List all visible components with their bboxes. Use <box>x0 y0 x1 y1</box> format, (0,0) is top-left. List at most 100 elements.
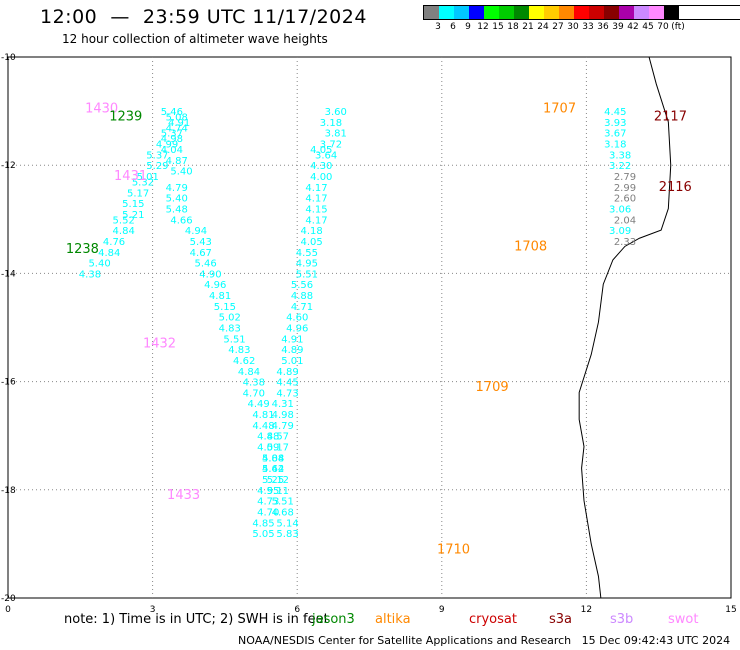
pass-time-label: 2116 <box>659 180 692 195</box>
colorbar-label: 6 <box>450 22 456 32</box>
footer-note: note: 1) Time is in UTC; 2) SWH is in fe… <box>64 612 329 627</box>
wave-height-label: 3.18 <box>320 118 342 129</box>
colorbar-label: 3 <box>435 22 441 32</box>
wave-height-label: 5.42 <box>262 464 284 475</box>
wave-height-label: 5.48 <box>166 204 188 215</box>
colorbar-swatch <box>424 6 439 19</box>
wave-height-label: 4.49 <box>248 399 270 410</box>
wave-height-label: 4.76 <box>103 237 125 248</box>
wave-height-label: 4.79 <box>166 183 188 194</box>
legend-item-altika: altika <box>375 612 411 627</box>
wave-height-label: 5.51 <box>296 269 318 280</box>
pass-time-label: 2117 <box>654 110 687 125</box>
wave-height-label: 2.33 <box>614 237 636 248</box>
pass-time-label: 1433 <box>167 488 200 503</box>
wave-height-label: 5.29 <box>146 161 168 172</box>
wave-height-label: 4.98 <box>272 410 294 421</box>
map-subtitle: 12 hour collection of altimeter wave hei… <box>62 32 328 46</box>
wave-height-label: 4.17 <box>305 183 327 194</box>
wave-height-label: 4.79 <box>272 421 294 432</box>
wave-height-label: 4.70 <box>243 388 265 399</box>
x-tick-label: 3 <box>150 605 156 615</box>
wave-height-label: 4.84 <box>98 248 120 259</box>
pass-time-label: 1707 <box>543 101 576 116</box>
wave-height-label: 4.89 <box>276 367 298 378</box>
colorbar-label: (ft) <box>671 22 685 32</box>
wave-height-label: 4.95 <box>296 259 318 270</box>
wave-height-label: 4.91 <box>168 118 190 129</box>
colorbar-label: 24 <box>537 22 549 32</box>
wave-height-label: 4.81 <box>209 291 231 302</box>
wave-height-label: 4.74 <box>166 123 188 134</box>
wave-height-label: 4.95 <box>257 486 279 497</box>
wave-height-label: 4.88 <box>291 291 313 302</box>
y-tick-label: -18 <box>1 486 16 496</box>
colorbar-label: 21 <box>522 22 534 32</box>
wave-height-label: 3.06 <box>609 204 631 215</box>
wave-height-label: 4.96 <box>286 324 308 335</box>
wave-height-label: 4.73 <box>276 388 298 399</box>
colorbar-label: 30 <box>567 22 579 32</box>
y-tick-label: -20 <box>1 594 16 604</box>
colorbar-swatch <box>649 6 664 19</box>
wave-height-label: 4.64 <box>262 464 284 475</box>
wave-height-label: 4.89 <box>281 345 303 356</box>
wave-height-label: 4.85 <box>252 518 274 529</box>
colorbar-swatch <box>499 6 514 19</box>
coastline <box>578 56 672 599</box>
y-tick-label: -16 <box>1 378 16 388</box>
wave-height-label: 5.37 <box>161 129 183 140</box>
wave-height-label: 3.09 <box>609 226 631 237</box>
pass-time-label: 1238 <box>66 242 99 257</box>
wave-height-label: 5.40 <box>170 167 192 178</box>
wave-height-label: 4.45 <box>604 107 626 118</box>
wave-height-label: 4.57 <box>267 432 289 443</box>
wave-height-label: 5.25 <box>262 475 284 486</box>
pass-time-label: 1431 <box>114 169 147 184</box>
wave-height-label: 4.05 <box>310 145 332 156</box>
x-tick-label: 0 <box>5 605 11 615</box>
colorbar-label: 15 <box>492 22 504 32</box>
colorbar-swatch <box>574 6 589 19</box>
wave-height-label: 3.22 <box>609 161 631 172</box>
colorbar-label: 18 <box>507 22 519 32</box>
wave-height-label: 4.17 <box>305 215 327 226</box>
colorbar-labels: 3 6 9 12 15 18 21 24 27 30 33 36 39 42 45 70 (ft) <box>423 20 740 34</box>
wave-height-label: 5.12 <box>267 475 289 486</box>
wave-height-label: 4.83 <box>219 324 241 335</box>
colorbar-label: 9 <box>465 22 471 32</box>
pass-time-label: 1432 <box>143 337 176 352</box>
wave-height-label: 5.21 <box>122 210 144 221</box>
pass-time-label: 1710 <box>437 542 470 557</box>
colorbar-swatch <box>454 6 469 19</box>
pass-time-label: 1708 <box>514 239 547 254</box>
wave-height-label: 4.94 <box>185 226 207 237</box>
wave-height-label: 5.14 <box>276 518 298 529</box>
wave-height-label: 4.70 <box>257 507 279 518</box>
wave-height-label: 4.38 <box>243 378 265 389</box>
wave-height-label: 4.71 <box>291 302 313 313</box>
wave-height-label: 5.08 <box>166 113 188 124</box>
wave-height-label: 5.46 <box>194 259 216 270</box>
wave-height-label: 5.52 <box>113 215 135 226</box>
colorbar-swatch <box>439 6 454 19</box>
wave-height-label: 5.11 <box>267 486 289 497</box>
wave-height-label: 5.15 <box>214 302 236 313</box>
wave-height-label: 5.40 <box>88 259 110 270</box>
y-tick-label: -10 <box>1 53 16 63</box>
x-tick-label: 12 <box>581 605 592 615</box>
wave-height-label: 4.66 <box>170 215 192 226</box>
colorbar-label: 12 <box>477 22 489 32</box>
colorbar-swatch <box>634 6 649 19</box>
x-tick-label: 6 <box>294 605 300 615</box>
legend-item-jason3: jason3 <box>312 612 355 627</box>
wave-height-label: 4.88 <box>257 432 279 443</box>
wave-height-label: 4.00 <box>310 172 332 183</box>
wave-height-label: 4.09 <box>257 443 279 454</box>
y-tick-label: -12 <box>1 161 16 171</box>
colorbar-swatch <box>529 6 544 19</box>
map-title: 12:00 — 23:59 UTC 11/17/2024 <box>40 6 367 28</box>
colorbar-swatches <box>423 5 740 20</box>
colorbar-label: 42 <box>627 22 639 32</box>
wave-height-label: 4.87 <box>166 156 188 167</box>
